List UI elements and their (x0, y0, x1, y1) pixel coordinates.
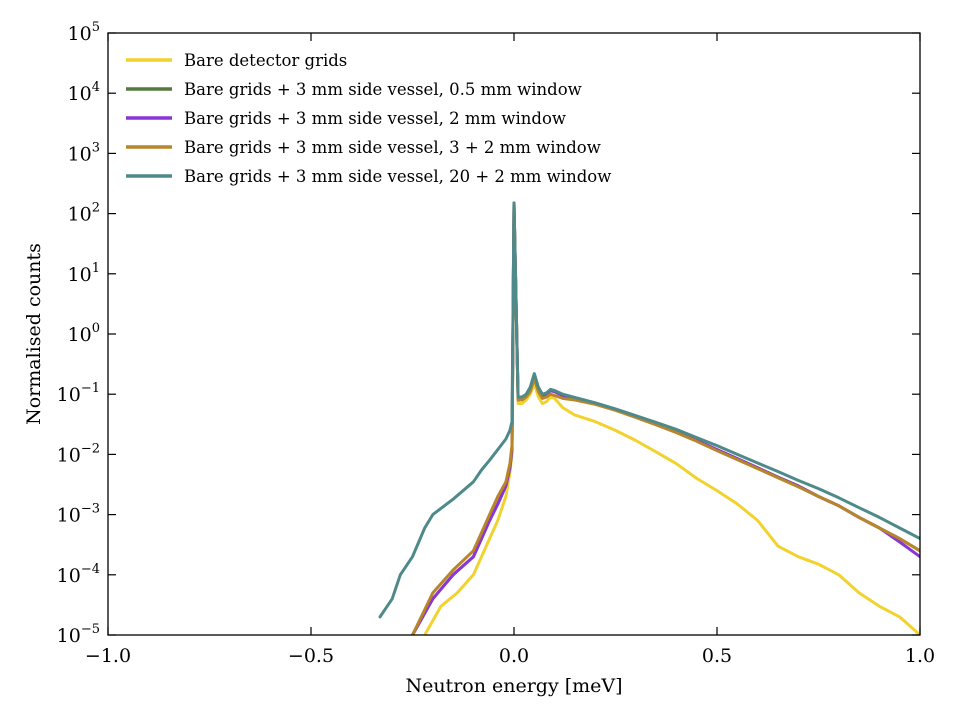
legend-label: Bare detector grids (184, 51, 347, 70)
legend-label: Bare grids + 3 mm side vessel, 3 + 2 mm … (184, 138, 601, 157)
x-tick-label: −0.5 (288, 645, 334, 667)
series-layer (378, 201, 920, 635)
y-tick-label: 100 (68, 321, 100, 346)
y-tick-label: 105 (68, 20, 100, 45)
y-tick-label: 10−4 (57, 562, 100, 587)
x-tick-label: 0.0 (499, 645, 529, 667)
legend: Bare detector grids Bare grids + 3 mm sid… (126, 51, 611, 186)
series-line-1 (423, 201, 920, 635)
y-tick-label: 104 (68, 80, 100, 105)
x-tick-label: 1.0 (905, 645, 935, 667)
legend-label: Bare grids + 3 mm side vessel, 2 mm wind… (184, 109, 566, 128)
legend-label: Bare grids + 3 mm side vessel, 0.5 mm wi… (184, 80, 582, 99)
y-tick-label: 103 (68, 140, 100, 165)
x-tick-label: 0.5 (702, 645, 732, 667)
y-tick-label: 10−3 (57, 502, 100, 527)
y-tick-label: 10−2 (57, 441, 100, 466)
x-tick-label: −1.0 (85, 645, 131, 667)
y-axis-label: Normalised counts (23, 243, 45, 425)
y-tick-label: 101 (68, 261, 100, 286)
ticks-layer: −1.0 −0.5 0.0 0.5 1.0 10−5 10−4 10−3 10−2 10−1 100… (57, 20, 935, 667)
x-axis-label: Neutron energy [meV] (405, 675, 622, 697)
series-line-5 (378, 201, 920, 619)
legend-label: Bare grids + 3 mm side vessel, 20 + 2 mm… (184, 167, 611, 186)
y-tick-label: 10−1 (57, 381, 100, 406)
series-line-4 (411, 201, 920, 635)
y-tick-label: 10−5 (57, 622, 100, 647)
y-tick-label: 102 (68, 201, 100, 226)
